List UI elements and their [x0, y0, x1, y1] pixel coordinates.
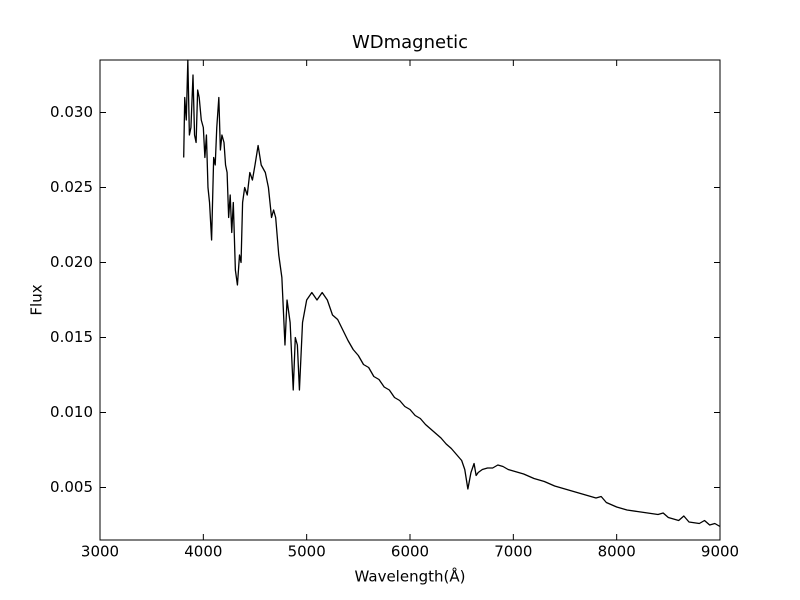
plot-frame	[99, 59, 721, 541]
x-tick-label: 8000	[598, 543, 636, 561]
y-tick-label: 0.015	[50, 328, 93, 346]
x-axis-label: Wavelength(Å)	[355, 567, 466, 586]
chart-title: WDmagnetic	[352, 32, 468, 53]
x-tick-label: 9000	[701, 543, 739, 561]
y-tick-label: 0.020	[50, 253, 93, 271]
y-axis-label: Flux	[28, 284, 46, 315]
x-tick-label: 3000	[81, 543, 119, 561]
x-tick-label: 7000	[494, 543, 532, 561]
y-tick-label: 0.025	[50, 178, 93, 196]
x-tick-label: 4000	[184, 543, 222, 561]
y-tick-label: 0.005	[50, 478, 93, 496]
y-tick-label: 0.030	[50, 103, 93, 121]
x-tick-label: 6000	[391, 543, 429, 561]
x-tick-label: 5000	[288, 543, 326, 561]
y-tick-label: 0.010	[50, 403, 93, 421]
spectrum-line	[183, 59, 721, 528]
